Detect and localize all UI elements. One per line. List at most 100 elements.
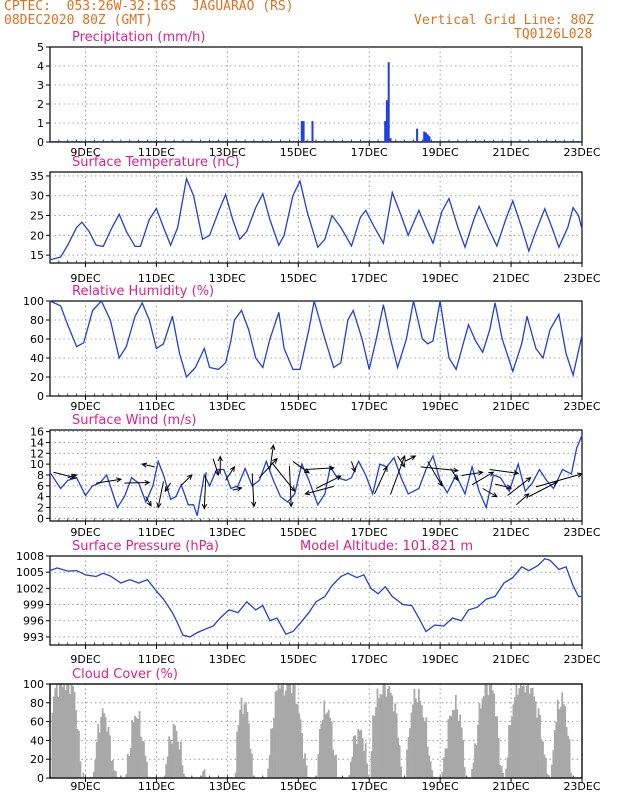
cloud-bar <box>378 698 380 778</box>
cloud-bar <box>242 714 244 778</box>
data-point <box>102 246 104 247</box>
series-line <box>49 435 583 516</box>
cloud-bar <box>140 736 142 778</box>
cloud-bar <box>243 704 246 778</box>
cloud-bar <box>375 707 377 778</box>
data-point <box>544 208 546 210</box>
cloud-bar <box>92 771 95 778</box>
wind-arrow-head <box>513 470 520 476</box>
cloud-bar <box>519 684 522 778</box>
y-tick-label: 6 <box>37 480 44 493</box>
cloud-bar <box>508 725 510 778</box>
wind-arrow-shaft <box>528 481 558 498</box>
data-point <box>95 576 97 577</box>
data-point <box>400 477 402 479</box>
cloud-bar <box>115 771 117 778</box>
series-line <box>49 557 582 638</box>
wind-arrow-head <box>229 465 236 472</box>
cloud-bar <box>58 684 61 778</box>
data-point <box>508 490 510 492</box>
cloud-bar <box>493 693 496 778</box>
wind-arrow-head <box>488 471 495 477</box>
cloud-bar <box>383 684 386 778</box>
data-point <box>351 245 352 247</box>
cloud-bar <box>450 716 453 778</box>
wind-arrow-shaft <box>450 468 459 481</box>
vertical-grid-label: Vertical Grid Line: 80Z <box>414 13 595 28</box>
wind-arrow-shaft <box>535 473 583 488</box>
data-point <box>478 206 480 207</box>
series-line <box>49 176 583 261</box>
cloud-bar <box>475 744 478 778</box>
x-tick-label: 21DEC <box>493 526 530 539</box>
data-point <box>92 485 93 487</box>
y-tick-label: 40 <box>30 734 44 747</box>
cloud-bar <box>480 708 482 778</box>
data-point <box>359 217 361 218</box>
wind-arrow-shaft <box>374 466 388 495</box>
cloud-bar <box>497 737 500 778</box>
data-point <box>441 211 443 213</box>
data-point <box>331 585 333 587</box>
cloud-bar <box>553 730 556 778</box>
plot-frame <box>49 555 583 646</box>
cloud-bar <box>568 739 571 778</box>
data-point <box>468 324 469 326</box>
data-point <box>269 219 271 220</box>
cloud-bar <box>171 743 173 778</box>
data-point <box>308 612 310 613</box>
x-tick-label: 13DEC <box>209 146 246 159</box>
cloud-bar <box>409 728 411 778</box>
wind-arrow-shaft <box>67 474 77 479</box>
cloud-bar <box>109 735 111 778</box>
data-point <box>157 461 159 462</box>
cloud-bar <box>248 723 250 778</box>
run-date-label: 08DEC2020 80Z (GMT) <box>4 13 153 28</box>
data-point <box>535 230 537 232</box>
data-point <box>283 348 285 349</box>
cloud-bar <box>482 696 485 778</box>
cloud-bar <box>420 705 423 778</box>
cloud-bar <box>567 735 569 778</box>
data-point <box>294 493 296 495</box>
wind-arrow-head <box>400 461 406 468</box>
cloud-bar <box>388 686 391 778</box>
data-point <box>425 227 427 228</box>
data-point <box>384 586 386 588</box>
data-point <box>140 246 141 247</box>
cloud-bar <box>302 758 305 778</box>
cloud-bar <box>317 753 320 778</box>
precip-bar <box>384 121 387 142</box>
data-point <box>313 300 315 302</box>
data-point <box>196 515 198 516</box>
y-tick-label: 100 <box>23 295 44 308</box>
x-tick-label: 13DEC <box>209 653 246 666</box>
y-tick-label: 100 <box>23 678 44 691</box>
cloud-bar <box>395 713 398 778</box>
cloud-bar <box>268 755 271 778</box>
data-point <box>578 215 579 216</box>
data-point <box>365 474 367 476</box>
cloud-bar <box>419 701 422 778</box>
cloud-bar <box>324 714 327 778</box>
data-point <box>67 324 69 326</box>
data-point <box>489 329 491 330</box>
wind-arrow-head <box>304 490 311 496</box>
wind-arrow-head <box>328 465 335 471</box>
data-point <box>163 598 164 600</box>
data-point <box>81 221 83 223</box>
data-point <box>542 357 544 359</box>
wind-arrow-shaft <box>269 445 274 470</box>
data-point <box>225 194 227 196</box>
panel-title: Surface Temperature (nC) <box>72 155 240 170</box>
cloud-bar <box>97 724 100 778</box>
data-point <box>193 195 195 197</box>
cloud-bar <box>505 768 507 778</box>
y-tick-label: 1008 <box>16 550 44 563</box>
data-point <box>299 369 301 370</box>
data-point <box>374 227 375 228</box>
cloud-bar <box>246 712 249 778</box>
x-tick-label: 9DEC <box>70 272 100 285</box>
cloud-bar <box>512 704 515 778</box>
